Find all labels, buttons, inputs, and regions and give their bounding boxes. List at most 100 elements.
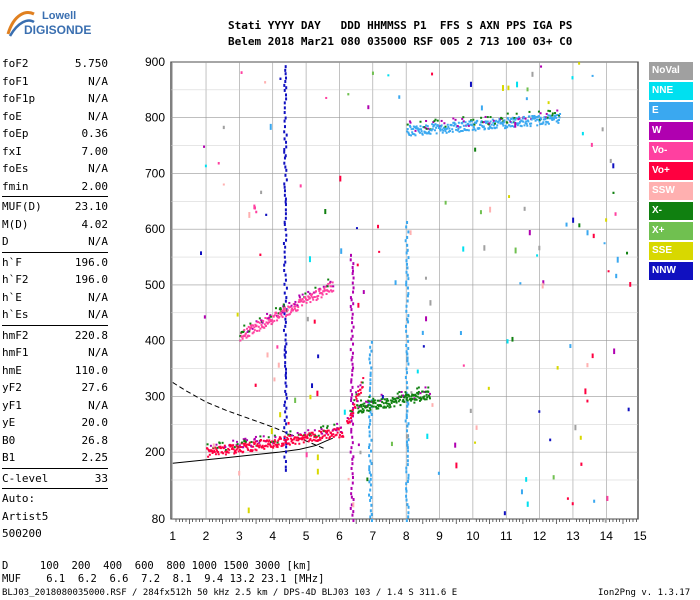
- echo-point: [283, 310, 286, 313]
- echo-point: [230, 444, 233, 447]
- echo-point: [497, 121, 500, 124]
- echo-point: [351, 351, 354, 355]
- echo-point: [282, 307, 285, 310]
- echo-point: [532, 115, 535, 118]
- echo-point: [542, 118, 545, 121]
- echo-point: [217, 162, 220, 165]
- echo-point: [459, 126, 462, 129]
- echo-point: [351, 513, 354, 517]
- echo-point: [317, 354, 320, 359]
- echo-point: [519, 120, 522, 123]
- echo-point: [571, 76, 574, 80]
- echo-point: [541, 282, 544, 289]
- echo-point: [395, 400, 398, 403]
- echo-point: [284, 68, 287, 72]
- echo-point: [316, 390, 319, 397]
- echo-point: [306, 435, 309, 438]
- echo-point: [506, 112, 509, 115]
- echo-point: [427, 394, 430, 397]
- echo-point: [503, 511, 506, 516]
- echo-point: [551, 116, 554, 119]
- echo-point: [406, 503, 409, 507]
- echo-point: [368, 446, 371, 450]
- echo-point: [269, 314, 272, 317]
- echo-point: [209, 444, 212, 447]
- echo-point: [204, 164, 207, 168]
- echo-point: [289, 437, 292, 440]
- echo-point: [369, 509, 372, 513]
- echo-point: [283, 269, 286, 273]
- echo-point: [424, 276, 427, 280]
- echo-point: [228, 443, 231, 446]
- echo-point: [518, 122, 521, 125]
- echo-point: [308, 432, 311, 435]
- echo-point: [266, 312, 269, 315]
- echo-point: [539, 123, 542, 126]
- echo-point: [356, 400, 359, 403]
- param-value: 220.8: [74, 328, 108, 342]
- echo-point: [252, 441, 255, 444]
- echo-point: [351, 435, 354, 439]
- echo-point: [312, 438, 315, 441]
- echo-point: [411, 131, 414, 134]
- echo-point: [206, 447, 209, 450]
- echo-point: [336, 431, 339, 434]
- echo-point: [283, 189, 286, 193]
- echo-point: [447, 130, 450, 133]
- echo-point: [386, 402, 389, 405]
- echo-point: [435, 126, 438, 129]
- echo-point: [362, 290, 365, 294]
- echo-point: [313, 291, 316, 294]
- echo-point: [357, 411, 360, 414]
- echo-point: [549, 438, 552, 442]
- echo-point: [538, 245, 541, 251]
- echo-point: [374, 402, 377, 405]
- echo-point: [448, 127, 451, 130]
- echo-point: [528, 115, 531, 118]
- echo-point: [352, 406, 355, 410]
- echo-point: [425, 316, 428, 322]
- echo-point: [482, 121, 485, 124]
- echo-point: [368, 480, 371, 484]
- echo-point: [355, 395, 358, 398]
- echo-point: [435, 132, 438, 135]
- echo-point: [376, 399, 379, 402]
- echo-point: [255, 324, 258, 327]
- echo-point: [215, 443, 218, 446]
- param-name: hmF2: [2, 328, 29, 342]
- echo-point: [535, 118, 538, 121]
- param-name: foF1: [2, 74, 29, 88]
- model-curve-dashed: [172, 382, 327, 450]
- echo-point: [480, 105, 483, 111]
- echo-point: [284, 373, 287, 377]
- echo-point: [248, 441, 251, 444]
- echo-point: [526, 87, 529, 92]
- echo-point: [415, 395, 418, 398]
- echo-point: [214, 446, 217, 449]
- echo-point: [405, 398, 408, 401]
- echo-point: [470, 120, 473, 123]
- echo-point: [366, 409, 369, 412]
- echo-point: [274, 443, 277, 446]
- echo-point: [349, 414, 352, 417]
- echo-point: [350, 492, 353, 496]
- legend-item-nne: NNE: [649, 82, 693, 100]
- param-value: 2.25: [81, 451, 109, 464]
- echo-point: [436, 119, 439, 122]
- echo-point: [349, 258, 352, 262]
- echo-point: [486, 116, 489, 119]
- model-curve-solid: [172, 437, 333, 464]
- echo-point: [382, 402, 385, 405]
- echo-point: [258, 446, 261, 449]
- echo-point: [487, 386, 490, 390]
- param-value: N/A: [88, 74, 108, 88]
- echo-point: [369, 483, 372, 487]
- echo-point: [590, 142, 593, 147]
- echo-point: [337, 428, 340, 431]
- echo-point: [316, 435, 319, 438]
- param-name: yE: [2, 416, 16, 429]
- echo-point: [221, 441, 224, 444]
- echo-point: [333, 423, 336, 426]
- param-value: N/A: [88, 346, 108, 359]
- echo-point: [262, 319, 265, 322]
